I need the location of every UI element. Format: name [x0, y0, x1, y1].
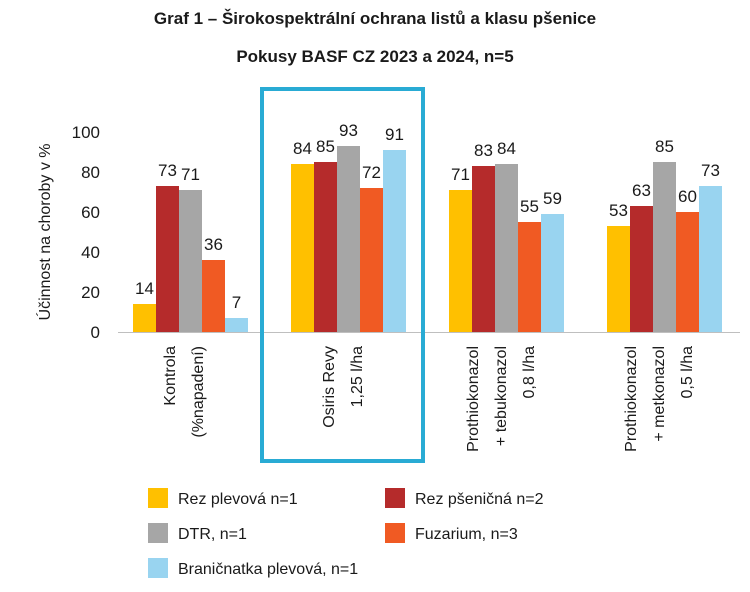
y-tick-label: 80: [81, 163, 100, 182]
highlight-box: [260, 87, 425, 463]
chart-title: Graf 1 – Širokospektrální ochrana listů …: [154, 9, 596, 28]
bar: [653, 162, 676, 332]
bar: [179, 190, 202, 332]
bar: [225, 318, 248, 332]
y-tick-label: 40: [81, 243, 100, 262]
category-label: Kontrola: [162, 346, 179, 406]
bar: [541, 214, 564, 332]
bar: [495, 164, 518, 332]
bar: [314, 162, 337, 332]
y-axis: 0 20 40 60 80 100: [72, 123, 740, 342]
category-label: 0,8 l/ha: [521, 346, 538, 399]
data-label: 93: [339, 121, 358, 140]
data-label: 53: [609, 201, 628, 220]
bar: [676, 212, 699, 332]
data-label: 84: [497, 139, 516, 158]
legend-swatch: [148, 523, 168, 543]
data-label: 59: [543, 189, 562, 208]
y-tick-label: 60: [81, 203, 100, 222]
bar: [449, 190, 472, 332]
category-label: (%napadení): [190, 346, 207, 438]
data-label: 85: [655, 137, 674, 156]
chart-subtitle: Pokusy BASF CZ 2023 a 2024, n=5: [236, 47, 513, 66]
y-tick-label: 0: [91, 323, 100, 342]
bar: [360, 188, 383, 332]
data-label: 36: [204, 235, 223, 254]
data-label: 71: [451, 165, 470, 184]
data-label: 7: [232, 293, 241, 312]
bar: [133, 304, 156, 332]
data-label: 85: [316, 137, 335, 156]
legend-entry: Fuzarium, n=3: [415, 526, 518, 543]
legend-swatch: [148, 558, 168, 578]
data-label: 91: [385, 125, 404, 144]
legend-entry: Braničnatka plevová, n=1: [178, 561, 358, 578]
data-label: 55: [520, 197, 539, 216]
data-label: 83: [474, 141, 493, 160]
bar: [156, 186, 179, 332]
bar: [472, 166, 495, 332]
bar: [607, 226, 630, 332]
legend-entry: Rez pšeničná n=2: [415, 491, 544, 508]
y-tick-label: 20: [81, 283, 100, 302]
bars: [133, 146, 722, 332]
legend-swatch: [385, 523, 405, 543]
data-label: 14: [135, 279, 154, 298]
bar: [699, 186, 722, 332]
bar: [383, 150, 406, 332]
category-label: + metkonazol: [651, 346, 668, 442]
category-label: Osiris Revy: [321, 346, 338, 428]
category-label: Prothiokonazol: [465, 346, 482, 452]
data-label: 71: [181, 165, 200, 184]
bar: [202, 260, 225, 332]
data-label: 84: [293, 139, 312, 158]
category-labels: Kontrola (%napadení) Osiris Revy 1,25 l/ha P…: [162, 346, 696, 452]
legend-entry: DTR, n=1: [178, 526, 247, 543]
legend-swatch: [385, 488, 405, 508]
bar: [337, 146, 360, 332]
y-axis-label: Účinnost na choroby v %: [35, 144, 54, 321]
data-label: 60: [678, 187, 697, 206]
data-label: 63: [632, 181, 651, 200]
category-label: Prothiokonazol: [623, 346, 640, 452]
category-label: 0,5 l/ha: [679, 346, 696, 399]
bar: [518, 222, 541, 332]
data-label: 72: [362, 163, 381, 182]
data-label: 73: [701, 161, 720, 180]
legend-entry: Rez plevová n=1: [178, 491, 298, 508]
category-label: + tebukonazol: [493, 346, 510, 446]
legend: Rez plevová n=1 Rez pšeničná n=2 DTR, n=1 F…: [148, 488, 544, 578]
category-label: 1,25 l/ha: [349, 346, 366, 407]
data-label: 73: [158, 161, 177, 180]
legend-swatch: [148, 488, 168, 508]
bar: [291, 164, 314, 332]
bar: [630, 206, 653, 332]
y-tick-label: 100: [72, 123, 100, 142]
